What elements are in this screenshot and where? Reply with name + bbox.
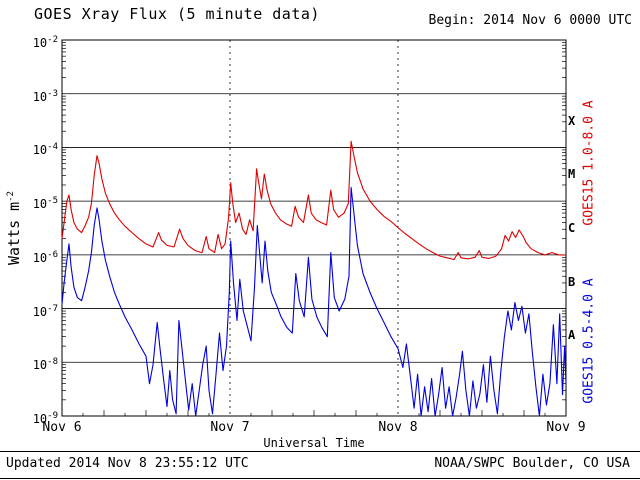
series-goes15-0.5-4.0-a bbox=[61, 186, 567, 417]
series-goes15-1.0-8.0-a bbox=[61, 140, 566, 261]
